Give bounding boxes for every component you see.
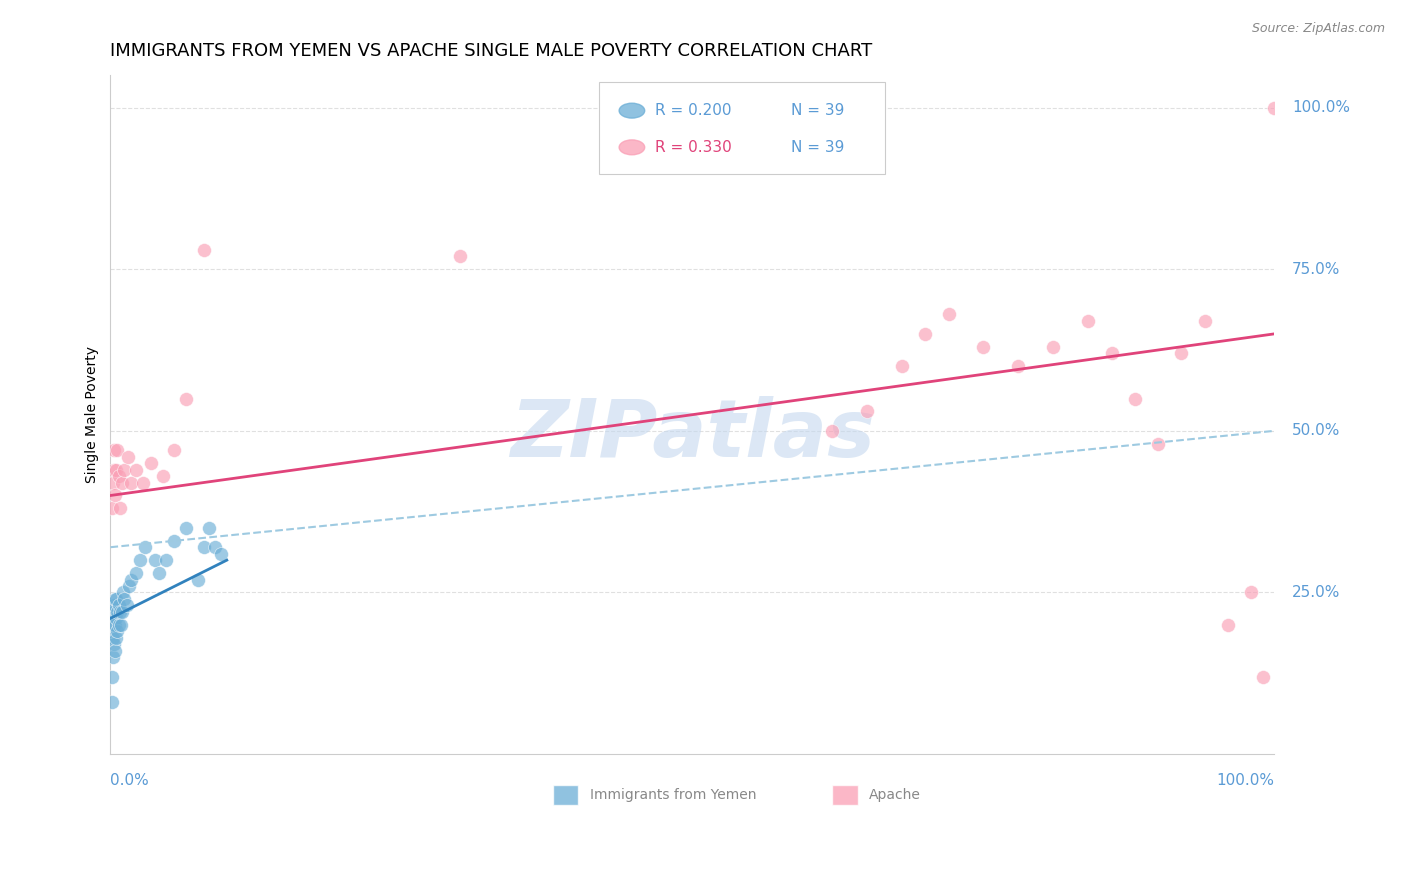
- Point: [821, 424, 844, 438]
- Point: [187, 573, 209, 587]
- Point: [103, 617, 125, 632]
- Text: Apache: Apache: [869, 788, 921, 802]
- Point: [107, 469, 129, 483]
- Point: [103, 599, 125, 613]
- Point: [118, 579, 141, 593]
- Point: [110, 617, 132, 632]
- Text: Immigrants from Yemen: Immigrants from Yemen: [591, 788, 756, 802]
- Point: [209, 547, 232, 561]
- Point: [112, 585, 135, 599]
- Point: [1240, 585, 1263, 599]
- Point: [117, 450, 139, 464]
- Point: [914, 326, 936, 341]
- Point: [105, 631, 128, 645]
- Point: [101, 631, 124, 645]
- Point: [104, 488, 127, 502]
- Point: [108, 605, 131, 619]
- Point: [101, 475, 124, 490]
- Point: [134, 540, 156, 554]
- Point: [104, 591, 127, 606]
- Point: [104, 617, 127, 632]
- Point: [111, 605, 134, 619]
- Point: [141, 456, 163, 470]
- Point: [103, 443, 125, 458]
- Point: [856, 404, 879, 418]
- Point: [1007, 359, 1029, 374]
- Point: [1077, 314, 1099, 328]
- Point: [174, 521, 197, 535]
- Point: [1194, 314, 1216, 328]
- Point: [120, 475, 142, 490]
- Text: N = 39: N = 39: [792, 140, 845, 155]
- Bar: [553, 785, 578, 805]
- Point: [105, 443, 128, 458]
- Circle shape: [619, 103, 645, 118]
- Text: 100.0%: 100.0%: [1216, 772, 1274, 788]
- Point: [891, 359, 914, 374]
- Text: R = 0.330: R = 0.330: [655, 140, 733, 155]
- Point: [174, 392, 197, 406]
- Point: [1251, 669, 1274, 683]
- Text: IMMIGRANTS FROM YEMEN VS APACHE SINGLE MALE POVERTY CORRELATION CHART: IMMIGRANTS FROM YEMEN VS APACHE SINGLE M…: [111, 42, 873, 60]
- Point: [105, 611, 128, 625]
- Point: [155, 553, 177, 567]
- Point: [163, 443, 186, 458]
- Point: [1101, 346, 1123, 360]
- Point: [1147, 436, 1170, 450]
- Point: [204, 540, 226, 554]
- Point: [163, 533, 186, 548]
- Point: [1216, 617, 1239, 632]
- Bar: [832, 785, 858, 805]
- Text: 25.0%: 25.0%: [1292, 585, 1340, 600]
- Point: [101, 650, 124, 665]
- Point: [1123, 392, 1146, 406]
- Text: 50.0%: 50.0%: [1292, 424, 1340, 438]
- Point: [125, 462, 148, 476]
- Point: [143, 553, 166, 567]
- Point: [101, 605, 124, 619]
- Text: 100.0%: 100.0%: [1292, 100, 1350, 115]
- Point: [148, 566, 170, 580]
- Text: Source: ZipAtlas.com: Source: ZipAtlas.com: [1251, 22, 1385, 36]
- Text: R = 0.200: R = 0.200: [655, 103, 731, 118]
- Point: [128, 553, 150, 567]
- Point: [105, 605, 128, 619]
- Text: 0.0%: 0.0%: [111, 772, 149, 788]
- Point: [112, 462, 135, 476]
- Point: [938, 308, 960, 322]
- Point: [152, 469, 174, 483]
- Y-axis label: Single Male Poverty: Single Male Poverty: [86, 346, 100, 483]
- Point: [1042, 340, 1064, 354]
- FancyBboxPatch shape: [599, 82, 884, 174]
- Point: [132, 475, 155, 490]
- Point: [105, 591, 128, 606]
- Point: [115, 599, 138, 613]
- Point: [107, 617, 129, 632]
- Point: [103, 462, 125, 476]
- Point: [100, 501, 122, 516]
- Point: [112, 591, 135, 606]
- Text: ZIPatlas: ZIPatlas: [510, 396, 875, 474]
- Point: [108, 501, 131, 516]
- Point: [105, 462, 128, 476]
- Point: [120, 573, 142, 587]
- Point: [449, 249, 471, 263]
- Point: [1263, 101, 1285, 115]
- Point: [1170, 346, 1192, 360]
- Point: [107, 599, 129, 613]
- Text: N = 39: N = 39: [792, 103, 845, 118]
- Point: [104, 643, 127, 657]
- Point: [100, 695, 122, 709]
- Point: [103, 637, 125, 651]
- Circle shape: [619, 140, 645, 155]
- Point: [111, 475, 134, 490]
- Point: [198, 521, 221, 535]
- Point: [100, 669, 122, 683]
- Point: [972, 340, 994, 354]
- Point: [193, 540, 215, 554]
- Point: [125, 566, 148, 580]
- Text: 75.0%: 75.0%: [1292, 261, 1340, 277]
- Point: [105, 624, 128, 639]
- Point: [193, 243, 215, 257]
